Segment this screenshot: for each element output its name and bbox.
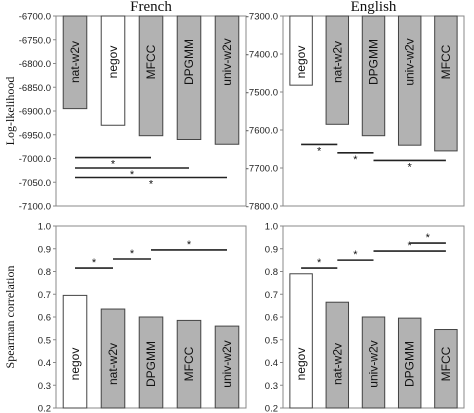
chart-french-loglik: French Log-lkelihood -6700.0 -6750.0 -6800.0… xyxy=(3,0,247,213)
significance-star: * xyxy=(408,240,413,252)
y-tick-label: -6750.0 xyxy=(19,35,51,46)
bar-label: MFCC xyxy=(144,44,158,79)
bar-label: univ-w2v xyxy=(367,340,381,387)
bar-label: univ-w2v xyxy=(220,340,234,387)
bar-label: MFCC xyxy=(439,44,453,79)
bar-label: MFCC xyxy=(439,346,453,381)
significance-star: * xyxy=(92,257,97,269)
bar-univ-w2v xyxy=(214,15,240,145)
bar-negov xyxy=(289,273,313,409)
significance-star: * xyxy=(353,249,358,261)
bar-negov xyxy=(100,15,126,126)
chart-english-loglik: English -7300.0 -7400.0 -7500.0 -7600.0 -7700… xyxy=(246,0,465,213)
y-tick-label: -6950.0 xyxy=(19,130,51,141)
bar-MFCC xyxy=(138,15,164,137)
y-tick-label: -7000.0 xyxy=(19,154,51,165)
bar-nat-w2v xyxy=(62,15,88,110)
significance-star: * xyxy=(317,257,322,269)
y-tick-label: 0.2 xyxy=(265,404,278,413)
bar-DPGMM xyxy=(397,317,422,409)
significance-star: * xyxy=(111,159,116,171)
significance-star: * xyxy=(187,239,192,251)
significance-star: * xyxy=(149,179,154,191)
bar-label: univ-w2v xyxy=(403,38,417,85)
y-tick-label: -7100.0 xyxy=(19,202,51,213)
bar-label: DPGMM xyxy=(367,39,381,85)
y-tick-label: -7400.0 xyxy=(246,50,278,61)
y-tick-label: -6700.0 xyxy=(19,12,51,23)
y-tick-label: 0.2 xyxy=(38,404,51,413)
bar-label: DPGMM xyxy=(182,39,196,85)
y-tick-label: 0.8 xyxy=(38,267,51,278)
y-axis-label: Spearman correlation xyxy=(3,266,17,369)
y-tick-label: 0.8 xyxy=(265,267,278,278)
y-tick-label: -6800.0 xyxy=(19,59,51,70)
bar-univ-w2v xyxy=(397,15,422,146)
chart-french-spearman: Spearman correlation 1.0 0.9 0.8 0.7 0.6 0.5 0.… xyxy=(3,222,247,413)
chart-title: English xyxy=(351,0,397,15)
y-tick-label: 0.4 xyxy=(38,358,51,369)
significance-star: * xyxy=(317,145,322,157)
y-tick-label: 0.5 xyxy=(38,335,51,346)
bar-label: univ-w2v xyxy=(220,38,234,85)
bar-label: nat-w2v xyxy=(330,41,344,83)
y-tick-label: -6850.0 xyxy=(19,83,51,94)
bar-label: negov xyxy=(294,46,308,79)
bar-negov xyxy=(62,294,88,409)
bar-univ-w2v xyxy=(361,316,386,409)
significance-star: * xyxy=(130,248,135,260)
bar-label: DPGMM xyxy=(403,341,417,387)
bar-univ-w2v xyxy=(214,325,240,409)
y-tick-label: 0.3 xyxy=(265,381,278,392)
bar-DPGMM xyxy=(138,316,164,409)
y-tick-label: 0.5 xyxy=(265,335,278,346)
significance-star: * xyxy=(408,161,413,173)
y-tick-label: -7500.0 xyxy=(246,88,278,99)
bar-MFCC xyxy=(434,329,458,409)
y-axis-label: Log-lkelihood xyxy=(3,77,17,146)
bar-label: nat-w2v xyxy=(106,343,120,385)
y-tick-label: 0.7 xyxy=(38,290,51,301)
y-tick-label: -7800.0 xyxy=(246,202,278,213)
y-tick-label: -6900.0 xyxy=(19,107,51,118)
bar-label: negov xyxy=(294,348,308,381)
y-tick-label: -7700.0 xyxy=(246,164,278,175)
y-tick-label: 0.6 xyxy=(265,313,278,324)
bar-DPGMM xyxy=(361,15,386,137)
significance-star: * xyxy=(353,154,358,166)
y-tick-label: -7600.0 xyxy=(246,126,278,137)
chart-title: French xyxy=(130,0,172,15)
bar-MFCC xyxy=(434,15,458,152)
y-tick-label: 0.9 xyxy=(265,244,278,255)
bar-negov xyxy=(289,15,313,86)
bar-label: negov xyxy=(68,348,82,381)
y-tick-label: 0.9 xyxy=(38,244,51,255)
y-tick-label: 0.7 xyxy=(265,290,278,301)
significance-star: * xyxy=(426,232,431,244)
chart-english-spearman: 1.0 0.9 0.8 0.7 0.6 0.5 0.4 0.3 0.2 negov nat-w2v u… xyxy=(265,222,465,413)
y-tick-label: 1.0 xyxy=(38,222,51,233)
bar-nat-w2v xyxy=(325,15,350,125)
bar-label: DPGMM xyxy=(144,341,158,387)
bar-label: MFCC xyxy=(182,346,196,381)
y-tick-label: 0.4 xyxy=(265,358,278,369)
bar-nat-w2v xyxy=(325,301,350,409)
bar-DPGMM xyxy=(176,15,202,140)
bar-label: nat-w2v xyxy=(68,41,82,83)
y-tick-label: 1.0 xyxy=(265,222,278,233)
bar-nat-w2v xyxy=(100,308,126,409)
bar-label: negov xyxy=(106,46,120,79)
y-tick-label: -7300.0 xyxy=(246,12,278,23)
y-tick-label: -7050.0 xyxy=(19,178,51,189)
bar-label: nat-w2v xyxy=(330,343,344,385)
y-tick-label: 0.3 xyxy=(38,381,51,392)
y-tick-label: 0.6 xyxy=(38,313,51,324)
significance-star: * xyxy=(130,169,135,181)
bar-MFCC xyxy=(176,319,202,409)
